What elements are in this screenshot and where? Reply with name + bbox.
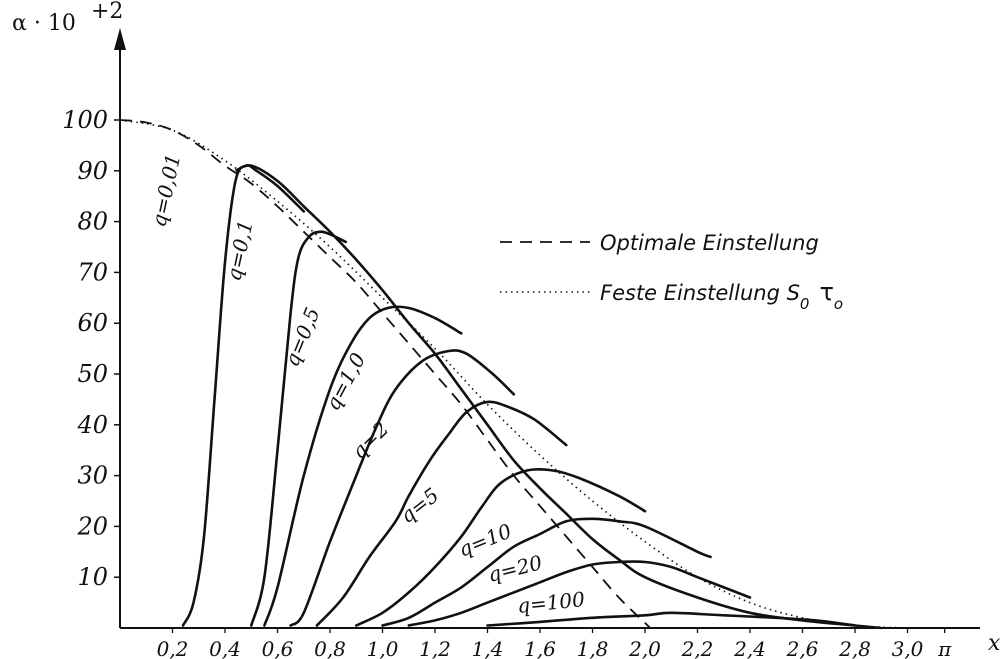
x-tick-label: 2,0: [628, 637, 661, 659]
series-feste-einstellung: [119, 119, 908, 629]
y-tick-label: 70: [77, 258, 108, 286]
y-tick-label: 50: [77, 360, 108, 388]
y-tick-label: 20: [76, 512, 108, 540]
curve-label: q=0,5: [279, 304, 324, 370]
curves: [119, 119, 908, 630]
y-tick-label: 40: [76, 411, 108, 439]
y-tick-label: 100: [62, 106, 108, 134]
y-tick-label: 60: [77, 309, 108, 337]
x-tick-label: 0,4: [209, 637, 241, 659]
legend-label: Feste Einstellung S0 τo: [600, 278, 843, 313]
curve-label: q=1,0: [320, 349, 370, 415]
y-axis-title: α · 10 +2: [12, 0, 123, 36]
x-tick-label: 3,0: [892, 637, 924, 659]
y-tick-label: 10: [77, 563, 108, 591]
series-q-0-1: [250, 230, 348, 627]
y-axis-label-exponent: +2: [91, 0, 123, 24]
x-tick-label: 0,6: [262, 637, 294, 659]
series-q-1-0: [289, 349, 516, 627]
x-tick-label: 2,4: [733, 637, 766, 659]
series-h-llkurve: [234, 164, 882, 630]
x-tick-label: 2,8: [838, 637, 871, 659]
series-optimale-einstellung: [119, 119, 651, 629]
series-q-0-5: [263, 305, 463, 627]
axes: [114, 28, 980, 629]
x-tick-label: 1,8: [577, 637, 609, 659]
curve-label: q=0,01: [146, 152, 185, 229]
x-tick-label: 0,8: [314, 637, 346, 659]
curve-label: q=20: [485, 550, 544, 587]
y-axis-label: α · 10: [12, 11, 76, 36]
x-tick-label: 2,2: [681, 637, 714, 659]
x-axis-label: x: [988, 631, 1001, 656]
x-tick-label: 2,6: [786, 637, 819, 659]
y-axis-arrow: [114, 28, 126, 50]
y-tick-label: 30: [77, 462, 108, 490]
legend-label: Optimale Einstellung: [600, 231, 819, 255]
curve-label: q=10: [455, 519, 515, 562]
y-tick-label: 80: [77, 208, 108, 236]
curve-label: q=5: [395, 483, 443, 528]
y-ticks: 10 20 30 40 50 60 70 80 90 100: [62, 106, 120, 591]
curve-label: q=2: [347, 417, 394, 464]
x-tick-label: 0,2: [157, 637, 189, 659]
x-tick-label: 1,0: [367, 637, 399, 659]
series-q-2: [315, 400, 568, 627]
series-q-5: [355, 467, 647, 627]
curve-labels: q=0,01 q=0,1 q=0,5q=1,0q=2q=5 q=10q=20q=100: [146, 152, 586, 618]
series-q-0-01: [181, 163, 306, 627]
x-tick-label: 1,2: [419, 637, 451, 659]
legend: Optimale Einstellung Feste Einstellung S0…: [500, 231, 843, 313]
x-ticks: 0,2 0,4 0,6 0,8 1,0 1,2 1,4 1,6 1,8 2,0 2,2 2,4 2,6 2…: [157, 628, 952, 659]
curve-label: q=0,1: [221, 218, 257, 283]
series-q-20: [407, 560, 752, 627]
curve-label: q=100: [516, 587, 586, 618]
x-tick-label: π: [937, 637, 952, 659]
x-tick-label: 1,4: [472, 637, 504, 659]
series-q-10: [381, 517, 712, 627]
x-tick-label: 1,6: [524, 637, 556, 659]
y-tick-label: 90: [77, 157, 108, 185]
